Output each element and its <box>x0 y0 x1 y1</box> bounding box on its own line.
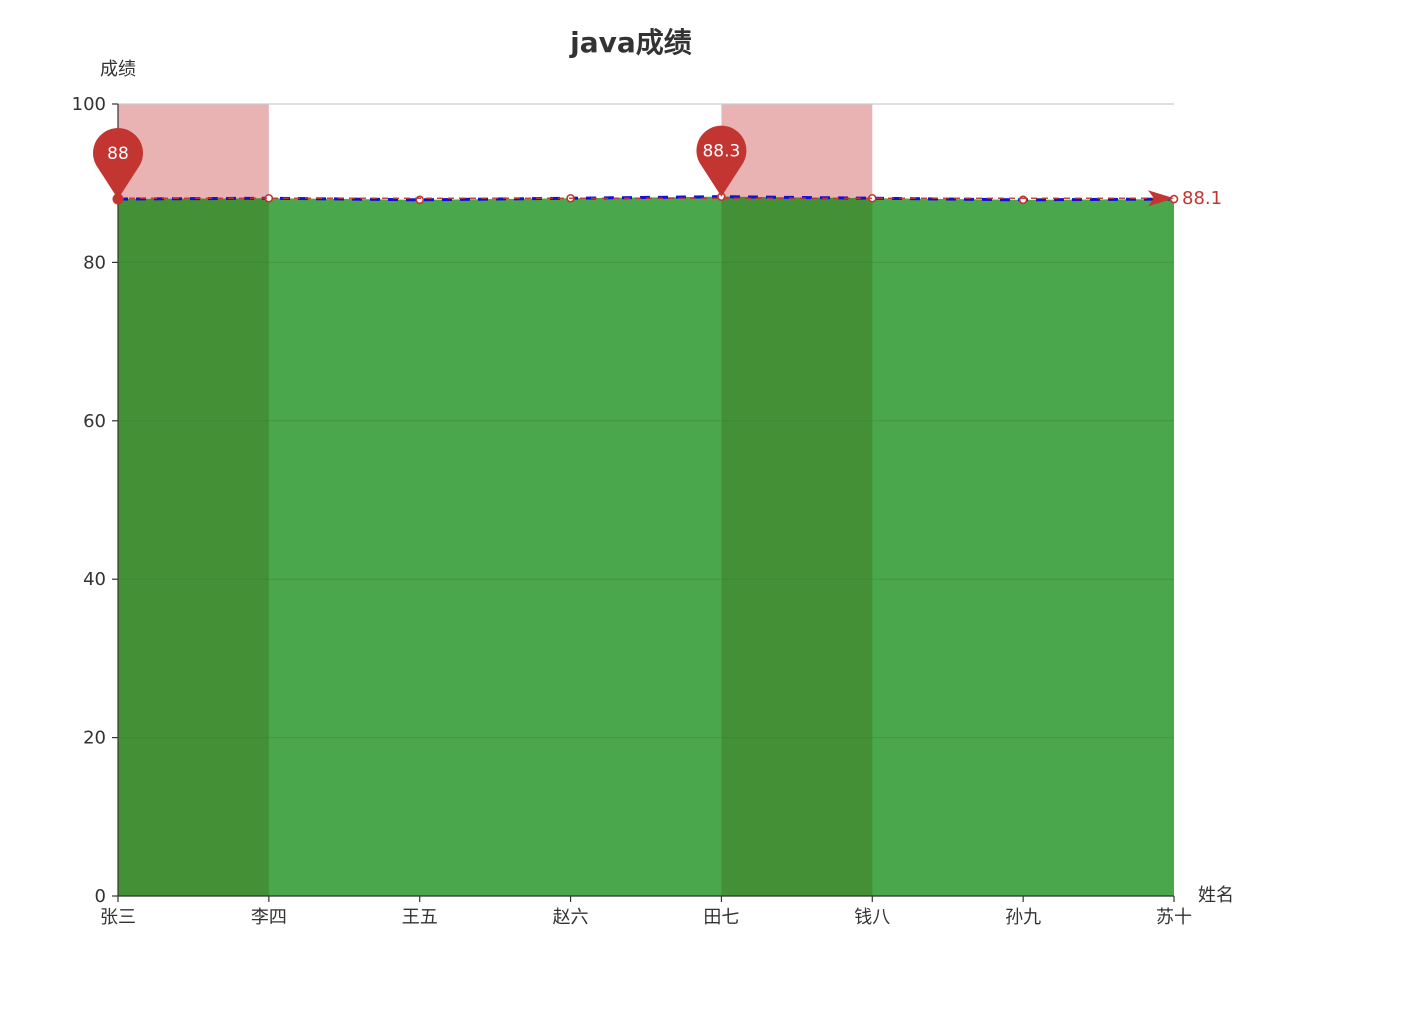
mark-point-label-1: 88 <box>107 144 129 164</box>
y-tick-label-60: 60 <box>83 411 106 432</box>
x-tick-label-8: 苏十 <box>1156 907 1192 928</box>
mark-point-label-2: 88.3 <box>702 142 740 162</box>
mark-area-shade-1 <box>118 198 269 897</box>
y-tick-label-0: 0 <box>95 886 106 907</box>
x-tick-label-1: 张三 <box>100 907 136 928</box>
mark-point-pin-1 <box>93 128 143 200</box>
x-axis-label: 姓名 <box>1198 885 1234 906</box>
x-tick-label-6: 钱八 <box>854 907 890 928</box>
series-area-fill <box>118 196 1174 896</box>
average-line-label: 88.1 <box>1182 188 1222 209</box>
average-line-arrow <box>1148 190 1174 207</box>
series-line <box>117 195 1175 202</box>
mark-point-pin-2 <box>696 125 747 197</box>
y-tick-label-100: 100 <box>72 94 106 115</box>
x-tick-label-3: 王五 <box>402 907 438 928</box>
mark-area-2 <box>721 104 873 200</box>
y-tick-label-80: 80 <box>83 252 106 273</box>
y-axis-label: 成绩 <box>100 59 136 80</box>
average-mark-line: 88.1 <box>118 188 1222 209</box>
data-point-8 <box>1169 194 1179 204</box>
text-layer: java成绩 成绩 姓名 <box>100 26 1234 906</box>
data-point-3 <box>415 195 425 205</box>
x-tick-label-7: 孙九 <box>1005 907 1041 928</box>
data-points <box>112 192 1179 205</box>
mark-area-1 <box>118 104 269 200</box>
mark-area-shade-2 <box>721 196 873 896</box>
mark-areas <box>118 104 873 200</box>
x-tick-label-4: 赵六 <box>553 907 589 928</box>
series-line-layer <box>117 195 1175 202</box>
y-tick-label-20: 20 <box>83 728 106 749</box>
y-tick-label-40: 40 <box>83 569 106 590</box>
data-point-7 <box>1018 195 1028 205</box>
x-tick-label-2: 李四 <box>251 907 287 928</box>
x-tick-label-5: 田七 <box>703 907 739 928</box>
axes: 0 20 40 60 80 100 张三 李四 王五 赵六 田七 钱八 孙九 苏十 <box>72 94 1192 928</box>
chart-title: java成绩 <box>569 26 692 59</box>
mark-point-pins: 88 88.3 <box>93 125 747 200</box>
area-fill-layer <box>118 196 1174 897</box>
